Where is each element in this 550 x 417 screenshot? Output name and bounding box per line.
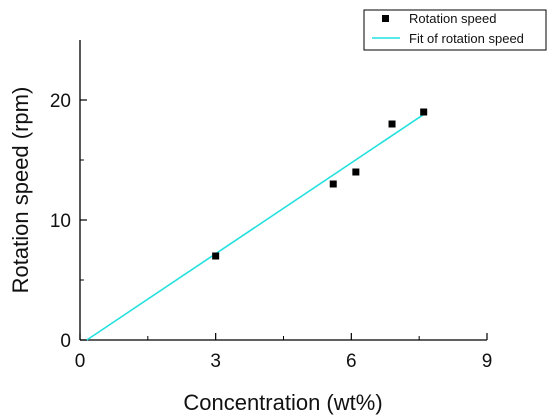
plot-area: 0 3 6 9 0 10 20: [50, 40, 492, 372]
x-tick-label: 6: [346, 351, 357, 372]
x-tick-label: 0: [75, 351, 86, 372]
legend-marker-rotation-speed: [382, 15, 389, 22]
legend-box: [363, 9, 547, 51]
x-axis-ticks: 0 3 6 9: [75, 333, 493, 372]
y-axis-title: Rotation speed (rpm): [8, 87, 33, 294]
data-point: [352, 168, 360, 176]
data-point: [388, 120, 396, 128]
data-point: [329, 180, 337, 188]
y-tick-label: 10: [50, 211, 71, 232]
legend-label-fit: Fit of rotation speed: [409, 31, 524, 46]
y-axis-ticks: 0 10 20: [50, 91, 87, 352]
legend-label-rotation-speed: Rotation speed: [409, 11, 496, 26]
data-point: [212, 252, 220, 260]
x-tick-label: 3: [210, 351, 221, 372]
fit-line: [86, 113, 425, 341]
legend: Rotation speed Fit of rotation speed: [363, 9, 547, 51]
data-point: [420, 108, 428, 116]
y-tick-label: 0: [60, 331, 71, 352]
series-layer: [86, 108, 428, 341]
y-tick-label: 20: [50, 91, 71, 112]
x-tick-label: 9: [482, 351, 493, 372]
x-axis-title: Concentration (wt%): [183, 390, 382, 415]
